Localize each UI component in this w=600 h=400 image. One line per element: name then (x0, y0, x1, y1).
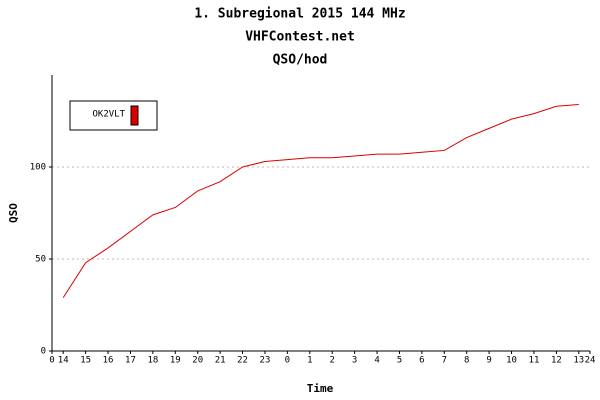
legend-swatch (130, 105, 139, 126)
x-tick-label: 19 (170, 356, 181, 366)
x-tick-label: 10 (506, 356, 517, 366)
x-tick-label: 5 (397, 356, 402, 366)
x-tick-label: 8 (464, 356, 469, 366)
x-tick-label: 7 (442, 356, 447, 366)
x-tick-label: 22 (237, 356, 248, 366)
x-tick-label: 23 (260, 356, 271, 366)
chart-subtitle: QSO/hod (273, 53, 328, 68)
x-tick-label: 21 (215, 356, 226, 366)
x-tick-label: 0 (49, 356, 54, 366)
x-tick-label: 3 (352, 356, 357, 366)
x-tick-label: 15 (80, 356, 91, 366)
legend-label: OK2VLT (92, 110, 125, 120)
x-tick-label: 14 (58, 356, 69, 366)
x-tick-label: 1 (307, 356, 312, 366)
chart-subtitle: VHFContest.net (245, 30, 355, 45)
x-tick-label: 16 (103, 356, 114, 366)
x-tick-label: 12 (551, 356, 562, 366)
y-tick-label: 50 (35, 255, 46, 265)
y-tick-label: 0 (41, 347, 46, 357)
x-tick-label: 2 (329, 356, 334, 366)
x-tick-label: 6 (419, 356, 424, 366)
chart-title: 1. Subregional 2015 144 MHz (194, 7, 405, 22)
x-tick-label: 9 (486, 356, 491, 366)
x-tick-label: 20 (192, 356, 203, 366)
x-tick-label: 13 (573, 356, 584, 366)
legend-box (69, 100, 158, 131)
x-tick-label: 0 (285, 356, 290, 366)
x-tick-label: 18 (147, 356, 158, 366)
x-axis-label: Time (307, 382, 334, 395)
y-tick-label: 100 (30, 163, 46, 173)
data-line (62, 103, 579, 298)
x-tick-label: 4 (374, 356, 379, 366)
x-tick-label: 17 (125, 356, 136, 366)
y-axis-label: QSO (7, 203, 20, 223)
x-tick-label: 24 (585, 356, 596, 366)
x-tick-label: 11 (529, 356, 540, 366)
